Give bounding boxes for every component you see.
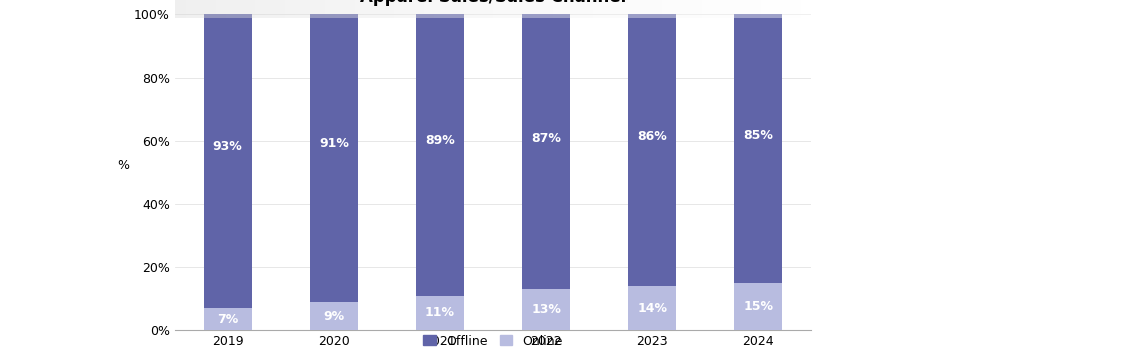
Bar <box>310 302 357 330</box>
Text: 9%: 9% <box>323 309 345 323</box>
Text: 91%: 91% <box>319 137 349 150</box>
Bar <box>629 14 676 286</box>
Bar <box>629 286 676 330</box>
Text: 85%: 85% <box>744 129 773 142</box>
Bar <box>416 14 464 295</box>
Bar <box>522 14 570 289</box>
Bar <box>310 14 357 302</box>
Text: Apparel Sales/Sales Channel: Apparel Sales/Sales Channel <box>360 0 627 6</box>
Bar <box>522 289 570 330</box>
Text: 87%: 87% <box>531 131 561 145</box>
Bar <box>735 283 782 330</box>
Y-axis label: %: % <box>117 159 128 172</box>
Legend: Offline, Online: Offline, Online <box>418 330 568 353</box>
Text: 15%: 15% <box>744 300 773 313</box>
Bar <box>416 295 464 330</box>
Text: 11%: 11% <box>425 306 455 320</box>
Text: 14%: 14% <box>637 302 667 315</box>
Text: 93%: 93% <box>213 140 242 153</box>
Text: 13%: 13% <box>531 303 561 316</box>
Bar <box>204 308 251 330</box>
Bar <box>735 14 782 283</box>
Bar <box>204 14 251 308</box>
Text: 7%: 7% <box>218 313 239 326</box>
Text: 86%: 86% <box>638 130 667 143</box>
Text: 89%: 89% <box>425 134 455 148</box>
